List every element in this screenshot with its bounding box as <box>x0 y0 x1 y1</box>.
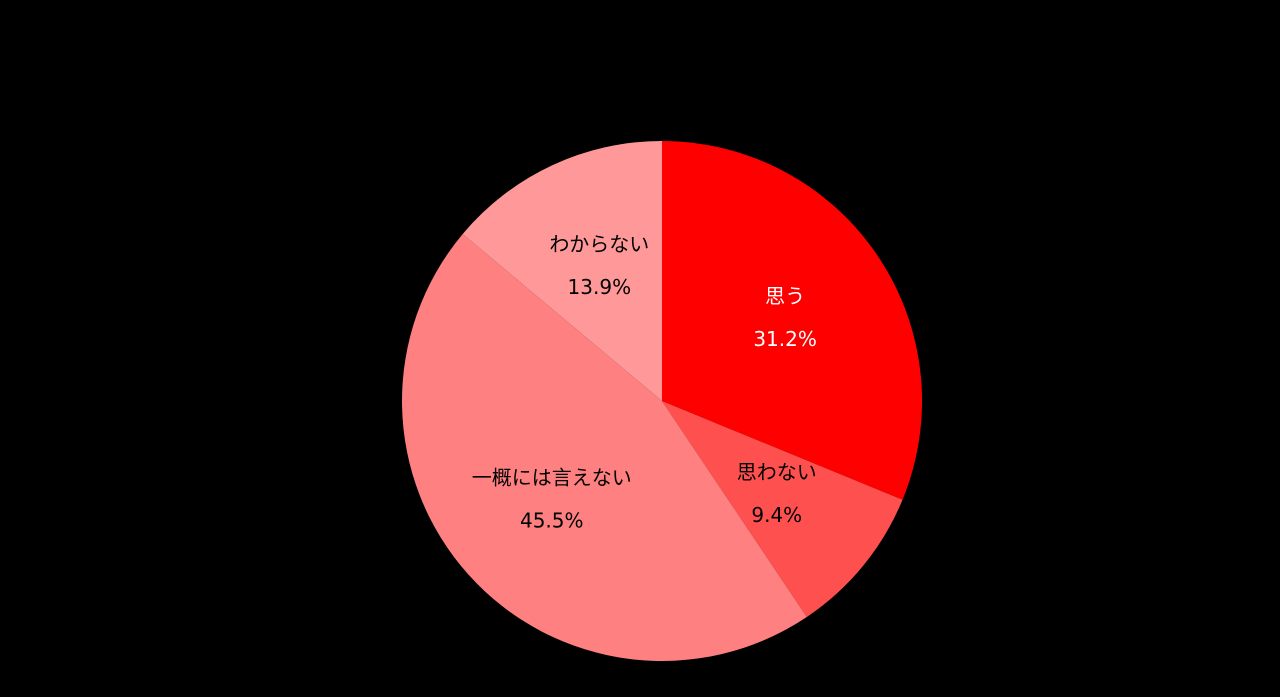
pie-slice <box>462 141 662 401</box>
value-label: 13.9% <box>568 275 632 299</box>
pie-slice <box>662 401 903 617</box>
pie-slice <box>662 141 922 500</box>
value-label: 45.5% <box>520 509 584 533</box>
value-label: 31.2% <box>753 327 817 351</box>
slice-label: 思わない <box>737 460 817 484</box>
value-label: 9.4% <box>751 503 802 527</box>
pie-slice <box>401 234 807 662</box>
slice-label: 一概には言えない <box>472 466 632 490</box>
slice-label: わからない <box>549 232 649 256</box>
slice-label: 思う <box>765 284 805 308</box>
